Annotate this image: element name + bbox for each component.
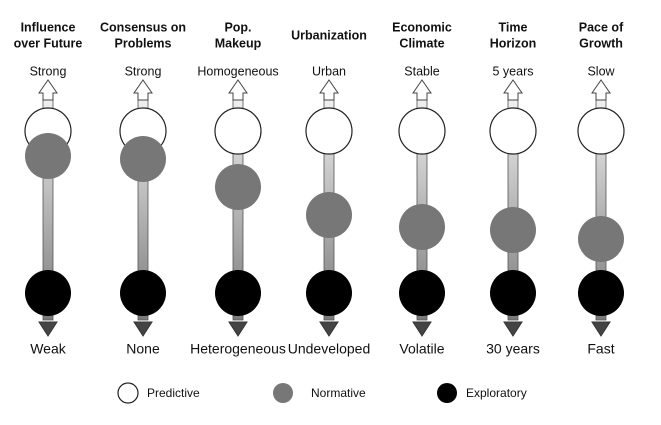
- top-label: Stable: [404, 64, 439, 78]
- arrow-up: [133, 79, 153, 101]
- top-label: Urban: [312, 64, 346, 78]
- bottom-label: Volatile: [399, 341, 444, 357]
- exploratory-circle: [25, 270, 71, 316]
- top-label: 5 years: [493, 64, 534, 78]
- bottom-label: Heterogeneous: [190, 341, 286, 357]
- arrow-up: [503, 79, 523, 101]
- bottom-label: 30 years: [486, 341, 540, 357]
- predictive-circle: [577, 107, 625, 155]
- arrow-up: [319, 79, 339, 101]
- predictive-circle: [489, 107, 537, 155]
- column-title: Influence: [21, 20, 76, 34]
- normative-circle: [215, 164, 261, 210]
- legend-label: Predictive: [147, 386, 200, 400]
- normative-circle: [399, 204, 445, 250]
- column-title: Urbanization: [291, 28, 367, 42]
- predictive-circle: [214, 107, 262, 155]
- legend-label: Normative: [311, 386, 366, 400]
- arrow-down: [228, 321, 248, 337]
- arrow-up: [591, 79, 611, 101]
- normative-circle: [120, 136, 166, 182]
- arrow-down: [319, 321, 339, 337]
- arrow-down: [38, 321, 58, 337]
- column-title: Horizon: [490, 36, 537, 50]
- top-label: Strong: [125, 64, 162, 78]
- column-title: over Future: [14, 36, 83, 50]
- arrow-up: [228, 79, 248, 101]
- normative-circle: [490, 207, 536, 253]
- normative-circle: [578, 216, 624, 262]
- column-title: Pop.: [224, 20, 251, 34]
- arrow-up: [412, 79, 432, 101]
- normative-circle: [306, 192, 352, 238]
- legend-label: Exploratory: [466, 386, 527, 400]
- exploratory-circle: [215, 270, 261, 316]
- arrow-down: [412, 321, 432, 337]
- column-title: Makeup: [215, 36, 262, 50]
- column-title: Growth: [579, 36, 623, 50]
- column-title: Time: [499, 20, 528, 34]
- column-title: Consensus on: [100, 20, 186, 34]
- arrow-down: [503, 321, 523, 337]
- exploratory-circle: [399, 270, 445, 316]
- column-title: Pace of: [579, 20, 624, 34]
- legend-swatch: [117, 382, 139, 404]
- top-label: Slow: [587, 64, 615, 78]
- exploratory-circle: [490, 270, 536, 316]
- column-title: Economic: [392, 20, 452, 34]
- bottom-label: Weak: [30, 341, 67, 357]
- exploratory-circle: [306, 270, 352, 316]
- exploratory-circle: [578, 270, 624, 316]
- arrow-down: [591, 321, 611, 337]
- top-label: Homogeneous: [197, 64, 278, 78]
- top-label: Strong: [30, 64, 67, 78]
- bottom-label: Fast: [587, 341, 614, 357]
- column-title: Climate: [399, 36, 444, 50]
- bottom-label: Undeveloped: [288, 341, 371, 357]
- column-title: Problems: [115, 36, 172, 50]
- arrow-down: [133, 321, 153, 337]
- exploratory-circle: [120, 270, 166, 316]
- legend-swatch: [437, 383, 457, 403]
- normative-circle: [25, 133, 71, 179]
- predictive-circle: [305, 107, 353, 155]
- bottom-label: None: [126, 341, 160, 357]
- legend-swatch: [273, 383, 293, 403]
- arrow-up: [38, 79, 58, 101]
- predictive-circle: [398, 107, 446, 155]
